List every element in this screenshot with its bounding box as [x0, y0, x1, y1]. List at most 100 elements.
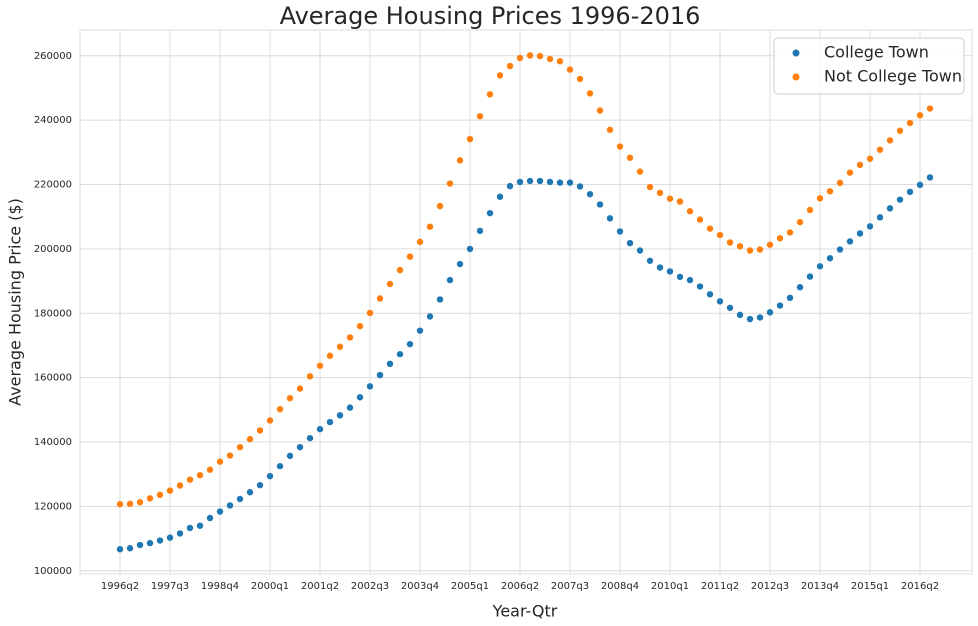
point — [146, 495, 154, 502]
point — [676, 273, 684, 281]
point — [776, 302, 784, 309]
point — [366, 383, 374, 390]
y-tick-label: 220000 — [34, 180, 72, 191]
point — [816, 195, 824, 202]
point — [576, 183, 584, 190]
point — [746, 247, 754, 254]
point — [306, 373, 314, 380]
x-tick-label: 2008q4 — [601, 581, 639, 592]
point — [326, 418, 334, 426]
legend-box — [773, 37, 965, 95]
point — [536, 177, 544, 185]
legend-label: College Town — [824, 43, 929, 62]
point — [186, 476, 194, 483]
x-axis-label: Year-Qtr — [492, 602, 558, 621]
point — [586, 190, 594, 198]
point — [426, 313, 434, 320]
point — [286, 395, 294, 402]
point — [426, 223, 434, 230]
point — [566, 179, 574, 186]
point — [856, 161, 864, 169]
point — [376, 371, 384, 379]
point — [466, 135, 474, 143]
point — [806, 273, 814, 280]
point — [396, 350, 404, 358]
point — [906, 188, 914, 196]
point — [676, 198, 684, 205]
point — [616, 228, 624, 235]
point — [266, 417, 274, 424]
point — [706, 291, 714, 298]
point — [576, 75, 584, 83]
point — [396, 266, 404, 274]
x-tick-label: 2016q2 — [901, 581, 939, 592]
point — [216, 508, 224, 515]
point — [566, 66, 574, 73]
point — [636, 247, 644, 254]
point — [756, 246, 764, 253]
point — [316, 425, 324, 433]
point — [296, 385, 304, 392]
point — [306, 434, 314, 442]
point — [686, 208, 694, 215]
point — [706, 225, 714, 232]
point — [216, 458, 224, 465]
point — [146, 539, 154, 547]
y-tick-label: 240000 — [34, 115, 72, 126]
point — [326, 352, 334, 359]
point — [826, 188, 834, 195]
point — [686, 276, 694, 284]
point — [896, 127, 904, 134]
point — [406, 340, 414, 348]
point — [556, 58, 564, 65]
point — [546, 178, 554, 186]
point — [346, 334, 354, 341]
y-tick-label: 200000 — [34, 244, 72, 255]
point — [236, 443, 244, 451]
x-tick-label: 1998q4 — [201, 581, 239, 592]
point — [496, 72, 504, 79]
point — [346, 404, 354, 411]
point — [296, 443, 304, 451]
point — [176, 530, 184, 537]
x-tick-label: 1996q2 — [101, 581, 139, 592]
point — [776, 235, 784, 242]
point — [416, 238, 424, 246]
x-tick-label: 2000q1 — [251, 581, 289, 592]
point — [596, 107, 604, 114]
point — [366, 309, 374, 317]
x-tick-label: 2005q1 — [451, 581, 489, 592]
point — [116, 500, 124, 508]
point — [646, 257, 654, 264]
point — [496, 193, 504, 200]
x-tick-label: 2003q4 — [401, 581, 439, 592]
point — [726, 304, 734, 311]
point — [826, 255, 834, 262]
point — [606, 215, 614, 222]
point — [846, 169, 854, 176]
point — [756, 314, 764, 321]
point — [836, 179, 844, 187]
point — [736, 311, 744, 319]
point — [696, 216, 704, 223]
point — [816, 263, 824, 270]
point — [276, 405, 284, 413]
point — [436, 202, 444, 210]
point — [336, 412, 344, 419]
point — [286, 452, 294, 460]
point — [876, 214, 884, 221]
point — [656, 264, 664, 271]
point — [316, 362, 324, 369]
point — [846, 238, 854, 245]
point — [356, 322, 364, 330]
x-tick-label: 1997q3 — [151, 581, 189, 592]
point — [416, 327, 424, 334]
point — [226, 452, 234, 459]
point — [206, 514, 214, 522]
point — [166, 534, 174, 541]
point — [446, 180, 454, 187]
point — [536, 52, 544, 60]
point — [236, 495, 244, 503]
point — [206, 466, 214, 473]
